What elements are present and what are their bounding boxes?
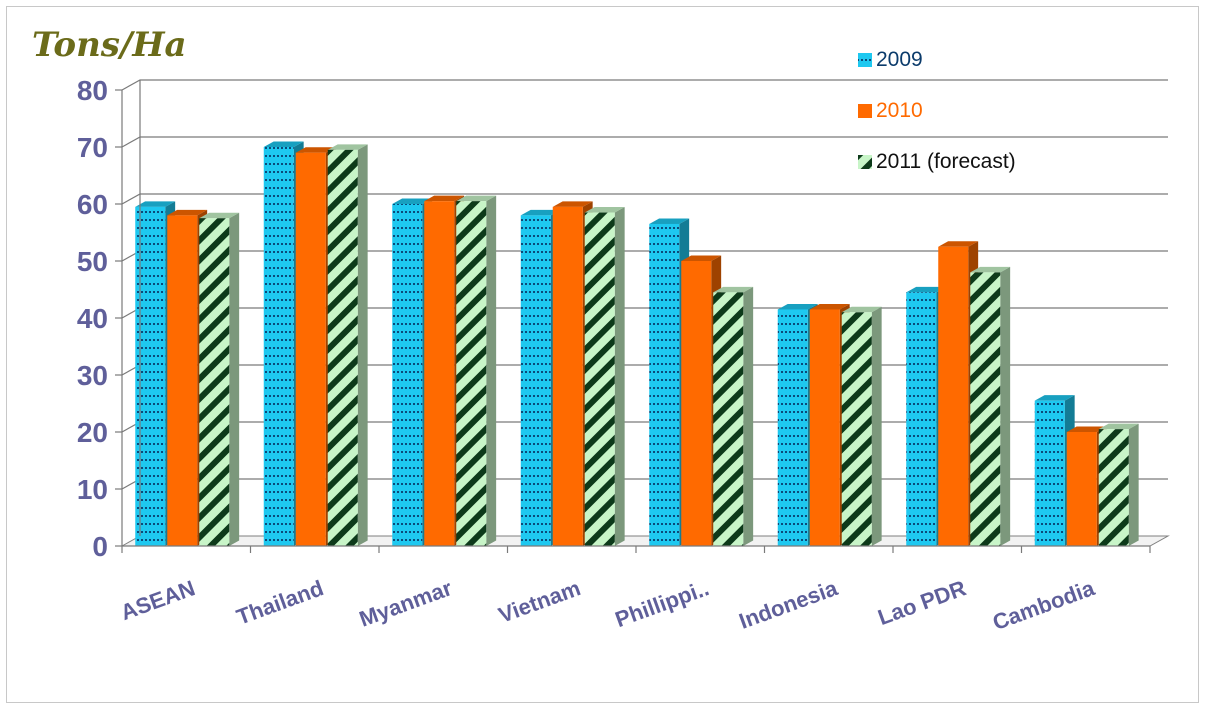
bar-top bbox=[392, 198, 433, 204]
x-category-label: Myanmar bbox=[356, 575, 456, 632]
legend-label: 2010 bbox=[876, 99, 923, 122]
x-category-label: Vietnam bbox=[495, 575, 584, 628]
legend-item: 2011 (forecast) bbox=[858, 150, 1016, 173]
bar-front bbox=[263, 147, 294, 546]
bar-top bbox=[809, 303, 850, 310]
legend-item: 2009 bbox=[858, 48, 923, 71]
legend-label: 2011 (forecast) bbox=[876, 150, 1016, 173]
bar-top bbox=[970, 266, 1011, 273]
bar-side bbox=[614, 207, 625, 547]
bar-front bbox=[1066, 432, 1097, 546]
y-tick-label: 10 bbox=[77, 474, 108, 505]
legend-swatch bbox=[858, 155, 872, 169]
bar bbox=[327, 144, 368, 546]
bar-front bbox=[424, 201, 455, 546]
y-tick-label: 50 bbox=[77, 246, 108, 277]
y-tick-label: 0 bbox=[92, 531, 108, 562]
bar-front bbox=[552, 206, 583, 546]
y-tick-label: 70 bbox=[77, 132, 108, 163]
bar-top bbox=[424, 195, 465, 202]
x-category-label: Cambodia bbox=[989, 575, 1098, 635]
legend-item: 2010 bbox=[858, 99, 923, 122]
bar-front bbox=[584, 212, 615, 547]
bar-side bbox=[1128, 423, 1139, 546]
bar-top bbox=[1066, 426, 1107, 432]
bar-front bbox=[295, 152, 326, 546]
bar-top bbox=[841, 306, 882, 313]
bar bbox=[970, 266, 1011, 546]
bar bbox=[713, 286, 754, 546]
bar bbox=[199, 212, 240, 546]
bar-front bbox=[327, 149, 358, 546]
bar-front bbox=[938, 246, 969, 546]
bar-front bbox=[1098, 429, 1129, 546]
bar-side bbox=[357, 144, 368, 546]
bar-front bbox=[520, 215, 551, 546]
bar-side bbox=[743, 286, 754, 546]
y-tick-label: 40 bbox=[77, 303, 108, 334]
bar-front bbox=[1034, 400, 1065, 546]
y-tick-label: 30 bbox=[77, 360, 108, 391]
bar-top bbox=[1034, 395, 1075, 401]
legend-swatch bbox=[858, 104, 872, 118]
bar-top bbox=[777, 303, 818, 310]
bar-side bbox=[229, 212, 240, 546]
bar-top bbox=[135, 201, 176, 207]
x-category-label: Lao PDR bbox=[875, 575, 970, 630]
bar-top bbox=[713, 286, 754, 293]
bar-top bbox=[584, 207, 625, 213]
bar-top bbox=[456, 195, 497, 202]
bar-side bbox=[871, 306, 882, 546]
bar-front bbox=[649, 223, 680, 546]
bar-top bbox=[1098, 423, 1139, 430]
x-category-label: Indonesia bbox=[736, 575, 842, 634]
y-tick-label: 80 bbox=[77, 75, 108, 106]
bar-front bbox=[970, 272, 1001, 546]
bar-top bbox=[938, 241, 979, 247]
y-tick-label: 60 bbox=[77, 189, 108, 220]
bar-top bbox=[520, 209, 561, 216]
y-tick-label: 20 bbox=[77, 417, 108, 448]
bar-top bbox=[327, 144, 368, 150]
x-category-label: Phillippi.. bbox=[612, 575, 712, 632]
legend-label: 2009 bbox=[876, 48, 923, 71]
bar-top bbox=[167, 209, 208, 216]
legend-swatch bbox=[858, 53, 872, 67]
bar-front bbox=[809, 309, 840, 546]
bar-front bbox=[681, 261, 712, 546]
bar bbox=[841, 306, 882, 546]
bar-top bbox=[263, 141, 304, 147]
bar-top bbox=[552, 201, 593, 207]
bar-front bbox=[392, 204, 423, 546]
y-axis-label: Tons/Ha bbox=[32, 25, 187, 65]
bar-front bbox=[199, 218, 230, 546]
bar-top bbox=[906, 286, 947, 293]
bar-side bbox=[486, 195, 497, 546]
x-category-label: ASEAN bbox=[117, 575, 198, 625]
bar-top bbox=[199, 212, 240, 219]
x-category-label: Thailand bbox=[233, 575, 327, 629]
bar-front bbox=[777, 309, 808, 546]
bar-front bbox=[906, 292, 937, 546]
bar-top bbox=[649, 218, 690, 224]
bar-top bbox=[681, 255, 722, 261]
bar-front bbox=[167, 215, 198, 546]
bar-front bbox=[713, 292, 744, 546]
bar bbox=[584, 207, 625, 547]
bar-top bbox=[295, 147, 336, 153]
bar bbox=[456, 195, 497, 546]
bar-side bbox=[1000, 266, 1011, 546]
bar-front bbox=[456, 201, 487, 546]
bar bbox=[1098, 423, 1139, 546]
bar-front bbox=[841, 312, 872, 546]
